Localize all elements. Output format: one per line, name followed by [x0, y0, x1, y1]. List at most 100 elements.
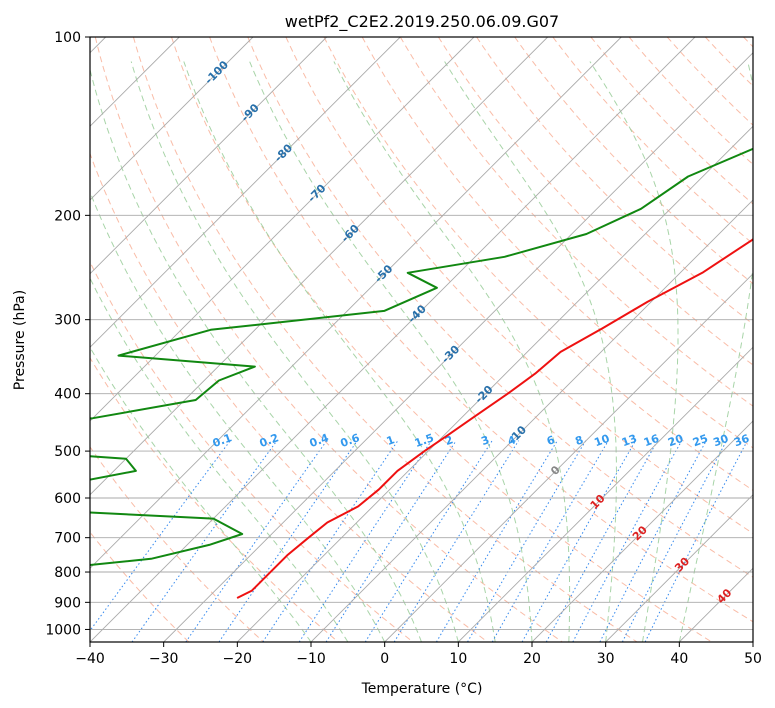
mixing-ratio-line	[364, 440, 493, 642]
moist-adiabat-line	[249, 61, 533, 642]
isotherm-label: -30	[439, 342, 462, 365]
dry-adiabat-line	[90, 152, 488, 642]
profiles	[90, 147, 753, 599]
moist-adiabat-line	[90, 346, 312, 642]
moist-adiabat-line	[444, 61, 617, 642]
x-tick-label: −20	[223, 651, 253, 667]
mixing-ratio-label: 0.2	[258, 431, 281, 450]
dry-adiabat-line	[90, 531, 190, 642]
moist-adiabat-line	[130, 61, 459, 642]
x-tick-label: −40	[75, 651, 105, 667]
y-axis-label: Pressure (hPa)	[12, 290, 28, 390]
mixing-ratio-label: 30	[711, 432, 730, 450]
moist-adiabat-line	[333, 61, 571, 642]
mixing-ratio-line	[467, 440, 587, 642]
isotherm-line	[90, 37, 549, 496]
y-tick-label: 700	[54, 531, 81, 547]
isotherms	[90, 37, 753, 642]
temperature-profile-line	[236, 237, 753, 599]
isotherm-label: -60	[339, 222, 362, 245]
dry-adiabat-line	[323, 37, 753, 491]
isobars	[90, 37, 753, 630]
mixing-ratio-line	[325, 440, 457, 642]
isotherm-line	[236, 125, 753, 642]
mixing-ratio-line	[599, 440, 707, 642]
dry-adiabat-line	[285, 37, 753, 535]
mixing-ratio-line	[218, 440, 358, 642]
dry-adiabat-line	[437, 37, 753, 366]
isotherm-line	[90, 37, 254, 201]
mixing-ratio-label: 0.4	[308, 431, 331, 450]
isotherm-line	[90, 37, 622, 569]
isotherm-line	[310, 199, 753, 642]
x-axis-ticks: −40 −30 −20 −10 0 10 20 30 40 50	[75, 642, 762, 667]
isotherm-line	[384, 273, 753, 642]
plot-area: -100-90-80-70-60-50-40-30-20-100.1 0.2 0.4…	[90, 37, 753, 642]
isotherm-line	[457, 346, 753, 642]
mixing-ratio-label: 36	[732, 432, 751, 450]
mixing-ratio-label: 10	[593, 432, 612, 450]
mixing-ratio-label: 13	[620, 432, 639, 449]
isotherm-line	[752, 641, 753, 642]
isotherm-line	[163, 52, 753, 642]
dry-adiabat-line	[247, 37, 753, 578]
x-tick-label: 50	[744, 651, 762, 667]
x-tick-label: −30	[149, 651, 179, 667]
mixing-ratio-label: 2	[443, 433, 455, 448]
dry-adiabat-line	[552, 37, 753, 245]
dry-adiabat-line	[666, 37, 753, 126]
isotherm-label: -20	[472, 383, 495, 406]
mixing-ratio-line	[262, 440, 399, 642]
isotherm-label: -100	[202, 58, 231, 87]
mixing-ratio-line	[644, 440, 748, 642]
y-tick-label: 100	[54, 30, 81, 46]
isotherm-label: -70	[305, 181, 328, 204]
dry-adiabat-line	[90, 356, 339, 642]
isotherm-line	[605, 494, 753, 642]
mixing-ratio-label: 1	[385, 433, 397, 448]
dry-adiabat-line	[90, 260, 414, 642]
x-tick-label: 10	[449, 651, 467, 667]
dry-adiabats	[90, 37, 753, 642]
moist-adiabat-line	[90, 190, 386, 642]
moist-adiabat-line	[183, 61, 496, 642]
mixing-ratio-label: 1.5	[413, 431, 436, 450]
dry-adiabat-line	[132, 37, 638, 642]
mixing-ratio-line	[90, 440, 231, 632]
y-tick-label: 400	[54, 387, 81, 403]
y-axis-ticks: 100 200 300 400 500 600 700 800 900 1000	[45, 30, 90, 638]
isotherm-label: -90	[239, 101, 262, 124]
mixing-ratio-line	[545, 440, 659, 642]
mixing-ratio-label: 20	[666, 432, 685, 450]
y-tick-label: 800	[54, 565, 81, 581]
mixing-ratio-line	[521, 440, 637, 642]
moist-adiabat-line	[90, 67, 422, 642]
mixing-ratio-label: 8	[573, 433, 585, 448]
y-tick-label: 500	[54, 444, 81, 460]
mixing-ratio-label: 0.1	[211, 431, 234, 450]
mixing-ratio-line	[185, 440, 328, 642]
mixing-ratio-label: 25	[691, 432, 710, 449]
x-tick-label: 40	[670, 651, 688, 667]
dry-adiabat-line	[90, 446, 264, 642]
y-tick-label: 600	[54, 491, 81, 507]
dry-adiabat-line	[743, 37, 753, 48]
isotherm-line	[531, 420, 753, 642]
isotherm-label: -50	[372, 262, 395, 285]
adiabat-label: 0	[548, 463, 563, 478]
x-tick-label: 0	[380, 651, 389, 667]
plot-frame	[89, 36, 754, 643]
moist-adiabat-line	[90, 277, 349, 642]
dry-adiabat-line	[171, 37, 712, 642]
isotherm-label: -40	[406, 302, 429, 325]
x-tick-label: −10	[296, 651, 326, 667]
x-tick-label: 30	[597, 651, 615, 667]
mixing-ratio-label: 4	[506, 433, 518, 448]
x-tick-label: 20	[523, 651, 541, 667]
mixing-ratio-label: 16	[642, 432, 661, 450]
mixing-ratio-label: 0.6	[339, 431, 362, 450]
isotherm-line	[90, 37, 475, 422]
dry-adiabat-line	[704, 37, 753, 87]
dry-adiabat-line	[209, 37, 753, 623]
